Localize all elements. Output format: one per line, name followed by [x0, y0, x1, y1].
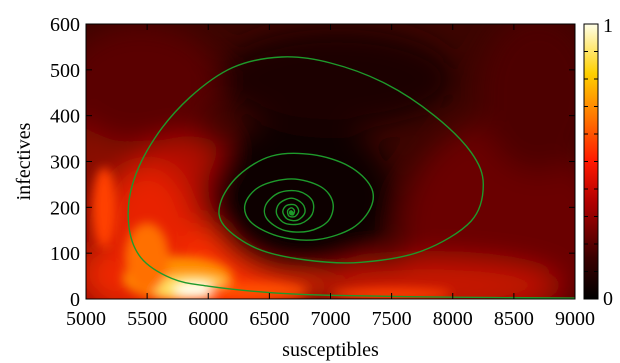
x-tick-label: 6500 — [249, 308, 289, 330]
y-tick-label: 600 — [50, 14, 80, 36]
heat-blob — [217, 29, 457, 129]
equilibrium-point — [289, 211, 293, 215]
heat-dark-spot — [205, 118, 395, 278]
heat-blob — [478, 13, 598, 173]
x-tick-label: 6000 — [188, 308, 228, 330]
x-tick-label: 8500 — [494, 308, 534, 330]
y-tick-label: 200 — [50, 197, 80, 219]
colorbar-max-label: 1 — [603, 15, 613, 37]
y-tick-label: 300 — [50, 152, 80, 174]
x-tick-label: 9000 — [555, 308, 595, 330]
y-axis-label: infectives — [13, 122, 35, 200]
heat-hotspot — [207, 283, 307, 299]
colorbar-min-label: 0 — [603, 288, 613, 310]
x-tick-label: 5000 — [66, 308, 106, 330]
heat-hotspot — [92, 167, 116, 247]
y-tick-label: 100 — [50, 243, 80, 265]
x-tick-label: 8000 — [433, 308, 473, 330]
y-tick-label: 400 — [50, 106, 80, 128]
heatmap — [52, 13, 602, 354]
y-tick-label: 500 — [50, 60, 80, 82]
x-tick-label: 7000 — [311, 308, 351, 330]
x-tick-label: 7500 — [372, 308, 412, 330]
y-tick-label: 0 — [70, 289, 80, 311]
heat-hotspot — [125, 223, 169, 293]
x-tick-label: 5500 — [127, 308, 167, 330]
x-axis-label: susceptibles — [282, 339, 379, 361]
heat-blob — [61, 24, 221, 144]
